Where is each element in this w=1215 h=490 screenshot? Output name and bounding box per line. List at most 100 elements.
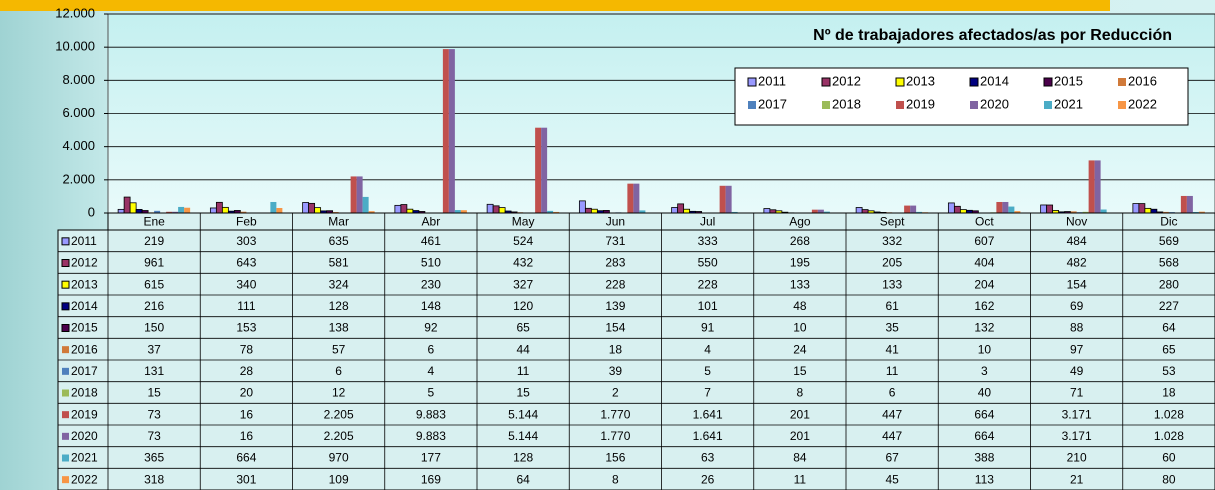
table-cell: 550 <box>698 256 718 270</box>
table-cell: 64 <box>1162 321 1176 335</box>
table-cell: 340 <box>236 277 256 291</box>
y-tick-label: 4.000 <box>62 138 95 153</box>
table-cell: 1.028 <box>1154 429 1184 443</box>
table-cell: 20 <box>240 386 254 400</box>
legend-key <box>747 77 757 87</box>
table-key <box>61 237 70 246</box>
table-cell: 41 <box>885 342 899 356</box>
bar <box>356 176 363 213</box>
table-cell: 84 <box>793 451 807 465</box>
bar <box>1144 207 1152 214</box>
table-cell: 37 <box>147 342 161 356</box>
table-cell: 92 <box>424 321 438 335</box>
table-cell: 6 <box>428 342 435 356</box>
bar <box>725 185 732 213</box>
table-row-label: 2011 <box>71 234 97 248</box>
bar <box>135 209 143 214</box>
bar <box>314 207 322 214</box>
table-cell: 1.028 <box>1154 407 1184 421</box>
bar <box>1082 211 1089 213</box>
bar <box>209 207 217 214</box>
table-cell: 16 <box>240 407 254 421</box>
bar <box>627 183 634 213</box>
table-cell: 53 <box>1162 364 1176 378</box>
legend-key <box>821 77 831 87</box>
bar <box>1180 195 1187 213</box>
legend-key <box>969 77 979 87</box>
table-key <box>62 346 69 354</box>
table-cell: 133 <box>790 277 810 291</box>
y-tick-label: 0 <box>88 204 95 219</box>
table-cell: 8 <box>612 472 619 486</box>
table-cell: 16 <box>240 429 254 443</box>
bar <box>406 208 414 214</box>
bar <box>460 210 467 213</box>
table-cell: 9.883 <box>416 429 446 443</box>
table-cell: 3 <box>981 364 988 378</box>
chart-title: Nº de trabajadores afectados/as por Redu… <box>813 27 1172 44</box>
table-row-label: 2021 <box>71 451 98 465</box>
legend-label: 2012 <box>832 73 861 88</box>
table-cell: 3.171 <box>1062 407 1092 421</box>
table-row-label: 2017 <box>71 364 98 378</box>
table-cell: 111 <box>237 299 256 313</box>
table-key <box>62 476 69 484</box>
table-cell: 18 <box>609 342 623 356</box>
table-cell: 131 <box>144 364 164 378</box>
table-cell: 6 <box>335 364 342 378</box>
table-key <box>62 432 69 440</box>
bar <box>633 183 640 213</box>
table-cell: 11 <box>794 472 807 486</box>
bar <box>590 208 598 214</box>
table-row-label: 2018 <box>71 386 98 400</box>
table-cell: 1.770 <box>600 429 630 443</box>
bar <box>184 207 191 213</box>
table-cell: 4 <box>704 342 711 356</box>
bar <box>584 207 592 214</box>
table-cell: 447 <box>882 407 902 421</box>
bar <box>1088 160 1095 213</box>
bar <box>178 206 185 213</box>
table-cell: 7 <box>704 386 711 400</box>
bar <box>129 202 137 214</box>
x-tick-label: Oct <box>975 215 994 229</box>
x-tick-label: Dic <box>1160 215 1177 229</box>
table-cell: 447 <box>882 429 902 443</box>
bar <box>719 185 726 213</box>
table-cell: 327 <box>513 277 533 291</box>
table-cell: 73 <box>147 429 161 443</box>
bar <box>172 211 179 213</box>
bar <box>442 49 449 213</box>
table-cell: 332 <box>882 234 902 248</box>
x-tick-label: May <box>512 215 535 229</box>
bar <box>117 208 125 214</box>
table-cell: 484 <box>1067 234 1087 248</box>
table-cell: 227 <box>1159 299 1179 313</box>
table-cell: 615 <box>144 277 164 291</box>
table-cell: 12 <box>332 386 346 400</box>
x-tick-label: Ene <box>143 215 165 229</box>
bar <box>1094 160 1101 213</box>
x-tick-label: Mar <box>328 215 349 229</box>
table-cell: 64 <box>516 472 530 486</box>
table-cell: 11 <box>886 364 899 378</box>
table-cell: 154 <box>605 321 625 335</box>
table-cell: 113 <box>975 472 994 486</box>
table-cell: 40 <box>978 386 992 400</box>
table-row-label: 2020 <box>71 429 98 443</box>
y-tick-label: 8.000 <box>62 72 95 87</box>
bar <box>486 203 494 214</box>
table-cell: 228 <box>605 277 625 291</box>
table-cell: 510 <box>421 256 441 270</box>
table-cell: 73 <box>147 407 161 421</box>
bar <box>154 210 161 213</box>
bar <box>861 209 869 214</box>
table-cell: 26 <box>701 472 715 486</box>
bar <box>240 211 247 213</box>
table-cell: 8 <box>797 386 804 400</box>
bar <box>541 127 548 213</box>
table-cell: 461 <box>421 234 441 248</box>
table-cell: 138 <box>329 321 349 335</box>
table-cell: 28 <box>240 364 254 378</box>
